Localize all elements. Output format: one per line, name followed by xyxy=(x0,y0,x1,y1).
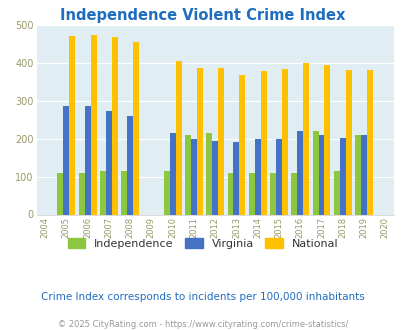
Bar xyxy=(296,131,303,214)
Bar xyxy=(303,63,309,214)
Bar xyxy=(190,139,196,214)
Bar xyxy=(79,173,84,214)
Text: © 2025 CityRating.com - https://www.cityrating.com/crime-statistics/: © 2025 CityRating.com - https://www.city… xyxy=(58,320,347,329)
Bar xyxy=(360,135,366,214)
Bar xyxy=(63,106,69,214)
Bar xyxy=(163,171,169,214)
Bar xyxy=(185,135,190,214)
Bar xyxy=(111,37,117,214)
Bar xyxy=(100,171,106,214)
Bar xyxy=(239,75,245,215)
Bar xyxy=(227,173,233,214)
Bar xyxy=(354,135,360,214)
Bar xyxy=(206,133,212,214)
Bar xyxy=(291,173,296,214)
Bar xyxy=(248,173,254,214)
Bar xyxy=(133,42,139,214)
Bar xyxy=(69,36,75,214)
Bar xyxy=(324,65,330,214)
Bar xyxy=(212,141,217,214)
Bar xyxy=(106,111,111,214)
Bar xyxy=(269,173,275,214)
Legend: Independence, Virginia, National: Independence, Virginia, National xyxy=(63,234,342,253)
Bar xyxy=(312,131,318,214)
Bar xyxy=(57,173,63,214)
Bar xyxy=(169,133,175,214)
Bar xyxy=(318,135,324,214)
Bar xyxy=(175,61,181,214)
Bar xyxy=(90,35,96,214)
Bar xyxy=(121,171,127,214)
Text: Independence Violent Crime Index: Independence Violent Crime Index xyxy=(60,8,345,23)
Bar xyxy=(345,70,351,214)
Bar xyxy=(333,171,339,214)
Bar xyxy=(254,139,260,214)
Bar xyxy=(281,69,287,214)
Bar xyxy=(366,70,372,214)
Bar xyxy=(260,71,266,214)
Bar xyxy=(127,116,133,214)
Bar xyxy=(275,139,281,214)
Bar xyxy=(196,68,202,214)
Bar xyxy=(233,143,239,214)
Text: Crime Index corresponds to incidents per 100,000 inhabitants: Crime Index corresponds to incidents per… xyxy=(41,292,364,302)
Bar xyxy=(84,106,90,214)
Bar xyxy=(339,138,345,214)
Bar xyxy=(217,68,224,214)
